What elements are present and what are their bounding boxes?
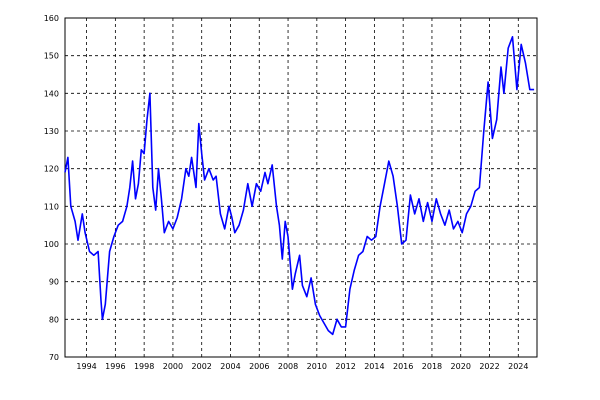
x-tick-label: 2014 xyxy=(364,362,384,371)
x-tick-label: 2000 xyxy=(163,362,183,371)
y-tick-label: 70 xyxy=(49,353,59,362)
y-tick-label: 160 xyxy=(44,14,59,23)
y-tick-label: 100 xyxy=(44,240,59,249)
x-tick-label: 2024 xyxy=(508,362,528,371)
x-tick-label: 2020 xyxy=(451,362,471,371)
y-tick-label: 110 xyxy=(44,202,59,211)
x-tick-label: 2016 xyxy=(393,362,413,371)
x-tick-label: 2008 xyxy=(278,362,298,371)
x-tick-label: 2006 xyxy=(249,362,269,371)
plot-frame xyxy=(64,17,538,358)
x-tick-label: 2010 xyxy=(307,362,327,371)
y-tick-label: 140 xyxy=(44,89,59,98)
y-tick-label: 150 xyxy=(44,52,59,61)
x-tick-label: 1994 xyxy=(76,362,96,371)
y-tick-label: 90 xyxy=(49,278,59,287)
x-tick-label: 2002 xyxy=(192,362,212,371)
x-tick-label: 1998 xyxy=(134,362,154,371)
y-tick-label: 130 xyxy=(44,127,59,136)
x-tick-label: 2022 xyxy=(479,362,499,371)
x-tick-label: 2004 xyxy=(220,362,240,371)
data-line xyxy=(64,36,535,336)
x-tick-label: 1996 xyxy=(105,362,125,371)
y-tick-label: 120 xyxy=(44,165,59,174)
y-tick-label: 80 xyxy=(49,315,59,324)
x-tick-label: 2012 xyxy=(335,362,355,371)
x-tick-label: 2018 xyxy=(422,362,442,371)
